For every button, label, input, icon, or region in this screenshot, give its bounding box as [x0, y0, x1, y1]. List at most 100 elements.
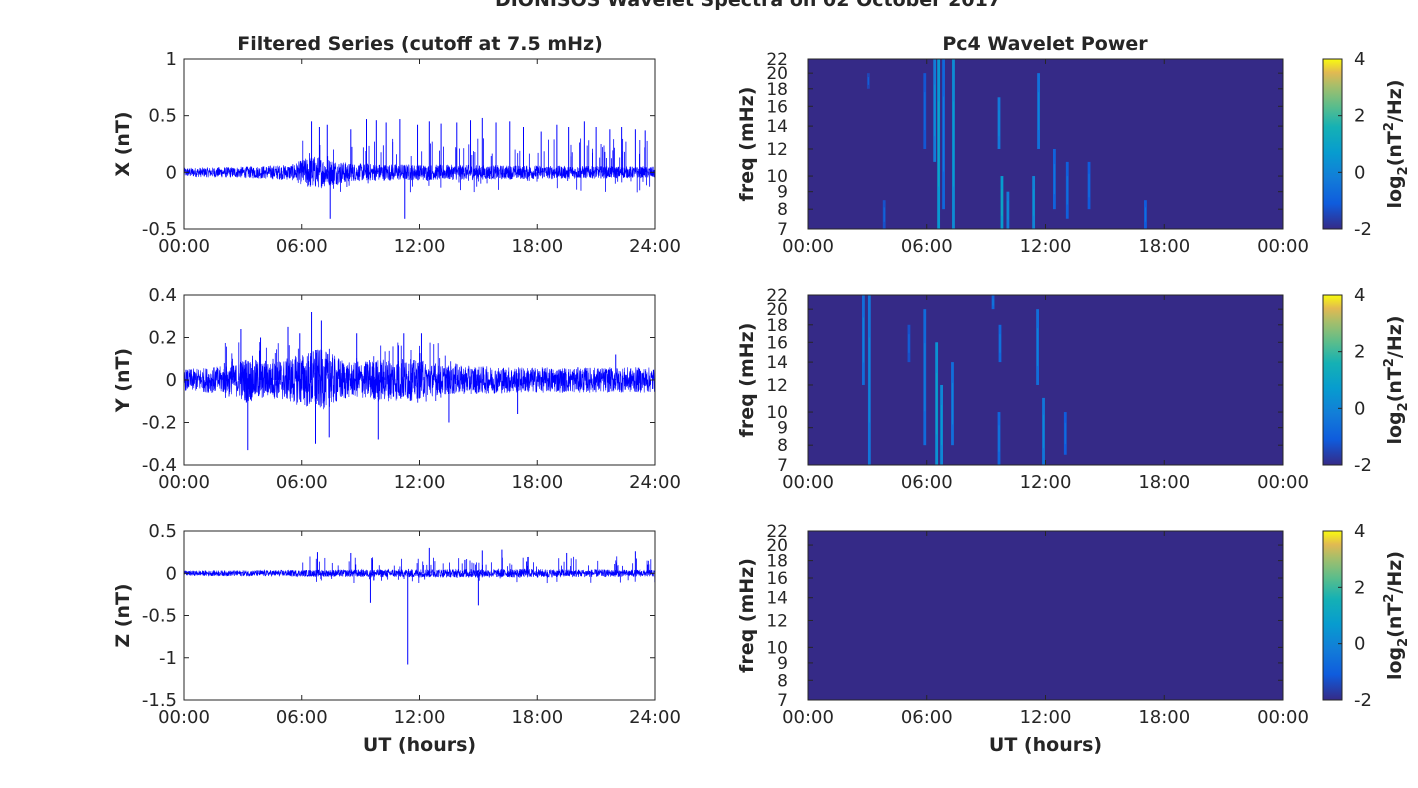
colorbar-tick-label: 2 [1354, 342, 1365, 363]
heatmap-streak-core [868, 337, 870, 423]
heatmap-streak-core [1038, 92, 1040, 131]
colorbar-bar [1322, 58, 1343, 230]
heatmap-streak-core [883, 207, 885, 222]
heatmap-streak-core [998, 425, 1000, 452]
plot-area [184, 531, 655, 700]
y-tick-label: 8 [777, 200, 788, 220]
heatmap-streak-core [936, 372, 938, 435]
x-tick-label: 00:00 [1257, 707, 1309, 728]
y-tick-label: 10 [766, 167, 788, 187]
colorbar-label-part: 2 [1382, 122, 1397, 131]
y-tick-label: 9 [777, 419, 788, 439]
heatmap-streak-core [1088, 173, 1090, 198]
y-tick-label: 1 [166, 49, 177, 70]
colorbar-tick-label: -2 [1354, 455, 1372, 476]
y-tick-label: 12 [766, 140, 788, 160]
right-column-title: Pc4 Wavelet Power [942, 33, 1148, 55]
x-tick-label: 12:00 [394, 472, 446, 493]
x-tick-label: 06:00 [276, 707, 328, 728]
series-panel-z: -1.5 -1 -0.5 0 0.5 00:00 06:00 12:00 18:00 24:00 Z… [112, 521, 681, 756]
figure-suptitle: DIONISOS Wavelet Spectra on 02 October 2… [495, 0, 1001, 11]
x-tick-label: 00:00 [782, 236, 834, 257]
y-tick-label: 9 [777, 654, 788, 674]
colorbar-label: log2(nT2/Hz) [1382, 315, 1411, 444]
colorbar-label-part: 2 [1396, 166, 1411, 175]
heatmap-streak-core [998, 110, 1000, 137]
y-tick-label: 20 [766, 300, 788, 320]
x-axis-label: UT (hours) [363, 734, 476, 756]
x-axis-label: UT (hours) [989, 734, 1102, 756]
series-line-x [184, 156, 655, 189]
colorbar-label-part: 2 [1382, 358, 1397, 367]
y-tick-label: 12 [766, 611, 788, 631]
x-tick-label: 24:00 [629, 707, 681, 728]
y-tick-label: 16 [766, 333, 788, 353]
y-tick-label: 7 [777, 691, 788, 711]
y-axis-label: freq (mHz) [736, 558, 758, 673]
x-tick-label: 00:00 [1257, 472, 1309, 493]
y-tick-label: 0 [166, 563, 177, 584]
colorbar-tick-label: 0 [1354, 398, 1365, 419]
heatmap-streak-core [1033, 189, 1035, 216]
x-tick-label: 06:00 [276, 472, 328, 493]
y-tick-label: -0.2 [142, 413, 177, 434]
heatmap-streak-core [1043, 414, 1045, 449]
colorbar-label-part: 2 [1396, 402, 1411, 411]
x-tick-label: 18:00 [1138, 472, 1190, 493]
left-column-title: Filtered Series (cutoff at 7.5 mHz) [237, 33, 603, 55]
y-tick-label: 20 [766, 536, 788, 556]
x-tick-label: 24:00 [629, 472, 681, 493]
y-tick-label: 0.4 [148, 285, 177, 306]
x-tick-label: 12:00 [1020, 236, 1072, 257]
x-tick-label: 06:00 [901, 707, 953, 728]
colorbar-label: log2(nT2/Hz) [1382, 551, 1411, 680]
x-tick-label: 06:00 [901, 472, 953, 493]
x-tick-label: 18:00 [1138, 707, 1190, 728]
colorbar-label-part: log [1384, 647, 1406, 680]
y-tick-label: 16 [766, 569, 788, 589]
heatmap-streak-core [952, 101, 954, 187]
y-tick-label: 8 [777, 671, 788, 691]
y-tick-label: 0.2 [148, 328, 177, 349]
colorbar-label-part: (nT [1384, 367, 1406, 402]
y-tick-label: -1 [159, 648, 177, 669]
colorbar-tick-label: -2 [1354, 690, 1372, 711]
heatmap-streak-core [867, 77, 869, 85]
colorbar-bar [1322, 530, 1343, 701]
x-tick-label: 24:00 [629, 236, 681, 257]
y-tick-label: -0.5 [142, 606, 177, 627]
colorbar-label-part: /Hz) [1384, 79, 1406, 122]
y-tick-label: 14 [766, 117, 788, 137]
heatmap-background [808, 531, 1283, 700]
y-tick-label: 0.5 [148, 521, 177, 542]
y-tick-label: -0.4 [142, 455, 177, 476]
heatmap-streak-core [862, 317, 864, 363]
x-tick-label: 12:00 [394, 236, 446, 257]
colorbar-bar [1322, 294, 1343, 466]
y-tick-label: 18 [766, 80, 788, 100]
y-axis-label: freq (mHz) [736, 323, 758, 438]
colorbar-label-part: 2 [1382, 594, 1397, 603]
panels-group: -0.5 0 0.5 1 00:00 06:00 12:00 18:00 24:00 X (nT)… [112, 49, 1411, 756]
heatmap-streak-core [941, 404, 943, 445]
x-tick-label: 00:00 [158, 236, 210, 257]
series-line-y [184, 349, 655, 410]
colorbar-label-part: /Hz) [1384, 551, 1406, 594]
y-axis-label: X (nT) [112, 111, 134, 176]
y-tick-label: -0.5 [142, 219, 177, 240]
x-tick-label: 12:00 [1020, 472, 1072, 493]
series-panel-y: -0.4 -0.2 0 0.2 0.4 00:00 06:00 12:00 18:00 24:00… [112, 285, 681, 493]
x-tick-label: 00:00 [158, 472, 210, 493]
colorbar-label-part: /Hz) [1384, 315, 1406, 358]
x-tick-label: 00:00 [782, 472, 834, 493]
heatmap-streak-core [938, 101, 940, 187]
y-tick-label: 8 [777, 436, 788, 456]
heatmap-streak-core [908, 334, 910, 353]
heatmap-streak-core [1001, 189, 1003, 216]
colorbar-label-part: (nT [1384, 131, 1406, 166]
colorbar-label: log2(nT2/Hz) [1382, 79, 1411, 208]
